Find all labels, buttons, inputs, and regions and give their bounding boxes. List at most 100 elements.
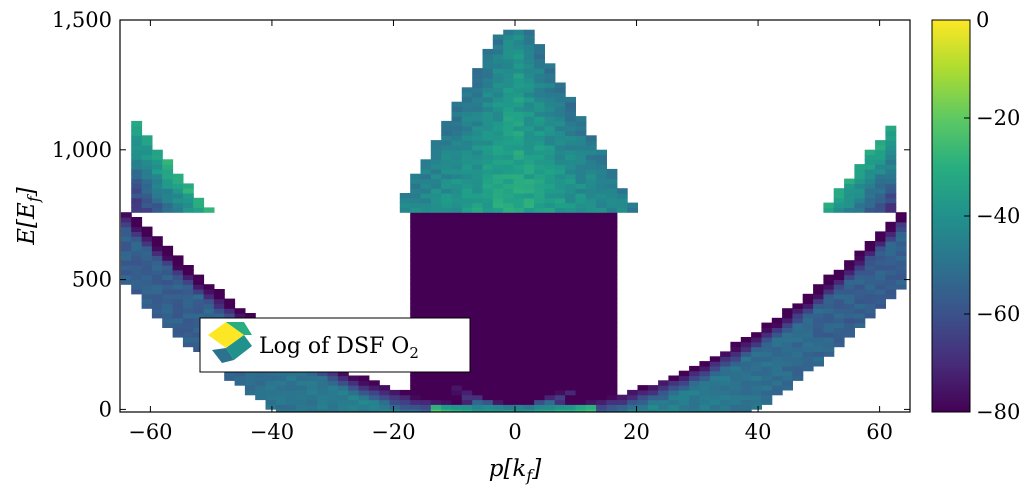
heatmap-cell (864, 303, 876, 309)
heatmap-cell (461, 265, 473, 271)
heatmap-cell (162, 279, 174, 285)
heatmap-cell (885, 265, 897, 271)
heatmap-cell (523, 63, 535, 69)
heatmap-cell (771, 389, 783, 396)
heatmap-cell (451, 193, 463, 199)
heatmap-cell (534, 274, 545, 280)
heatmap-cell (296, 394, 308, 401)
heatmap-cell (565, 385, 576, 391)
heatmap-cell (606, 193, 618, 199)
heatmap-cell (492, 188, 504, 194)
heatmap-cell (337, 389, 349, 396)
heatmap-cell (503, 34, 515, 40)
heatmap-cell (534, 289, 545, 295)
heatmap-cell (472, 221, 484, 228)
heatmap-cell (554, 197, 566, 204)
heatmap-cell (131, 265, 143, 271)
heatmap-cell (792, 356, 804, 362)
heatmap-cell (430, 385, 442, 391)
heatmap-cell (482, 202, 494, 208)
heatmap-cell (441, 265, 453, 271)
heatmap-cell (565, 284, 576, 290)
heatmap-cell (554, 202, 566, 208)
heatmap-cell (523, 341, 535, 348)
heatmap-cell (523, 356, 535, 362)
heatmap-cell (565, 183, 576, 189)
heatmap-cell (823, 313, 835, 319)
heatmap-cell (430, 298, 442, 304)
heatmap-cell (513, 322, 525, 328)
heatmap-cell (585, 164, 597, 170)
heatmap-cell (513, 72, 525, 79)
heatmap-cell (575, 303, 587, 309)
heatmap-cell (844, 327, 855, 333)
heatmap-cell (203, 284, 215, 290)
heatmap-cell (461, 212, 473, 218)
heatmap-cell (503, 149, 515, 156)
heatmap-cell (131, 140, 143, 146)
heatmap-cell (513, 337, 525, 343)
heatmap-cell (492, 361, 504, 367)
heatmap-cell (895, 274, 907, 280)
heatmap-cell (131, 269, 143, 276)
heatmap-cell (668, 399, 680, 405)
heatmap-cell (709, 375, 721, 381)
heatmap-cell (544, 231, 556, 237)
heatmap-cell (534, 404, 545, 410)
heatmap-cell (492, 365, 504, 372)
heatmap-cell (131, 217, 143, 223)
heatmap-cell (544, 409, 556, 412)
heatmap-cell (596, 149, 607, 156)
heatmap-cell (172, 260, 184, 266)
heatmap-cell (410, 404, 422, 410)
heatmap-cell (399, 394, 411, 401)
heatmap-cell (616, 207, 628, 213)
heatmap-cell (575, 212, 587, 218)
heatmap-cell (151, 241, 163, 247)
heatmap-cell (544, 159, 556, 165)
heatmap-cell (854, 164, 866, 170)
heatmap-cell (141, 284, 153, 290)
heatmap-cell (534, 313, 545, 319)
heatmap-cell (534, 96, 545, 103)
heatmap-cell (565, 226, 576, 232)
heatmap-cell (895, 217, 907, 223)
heatmap-cell (523, 212, 535, 218)
heatmap-cell (606, 370, 618, 377)
heatmap-cell (503, 394, 515, 401)
heatmap-cell (503, 375, 515, 381)
heatmap-cell (472, 370, 484, 377)
heatmap-cell (492, 380, 504, 386)
heatmap-cell (162, 265, 174, 271)
heatmap-cell (575, 332, 587, 338)
heatmap-cell (658, 394, 669, 401)
heatmap-cell (182, 193, 194, 199)
heatmap-cell (813, 332, 824, 338)
heatmap-cell (544, 380, 556, 386)
heatmap-cell (740, 337, 752, 343)
heatmap-cell (792, 332, 804, 338)
heatmap-cell (492, 125, 504, 132)
heatmap-cell (430, 207, 442, 213)
heatmap-cell (255, 380, 267, 386)
heatmap-cell (802, 317, 814, 324)
heatmap-cell (875, 269, 886, 276)
heatmap-cell (358, 394, 370, 401)
heatmap-cell (534, 120, 545, 127)
heatmap-cell (678, 385, 690, 391)
heatmap-cell (461, 168, 473, 175)
heatmap-cell (678, 404, 690, 410)
heatmap-cell (565, 159, 576, 165)
heatmap-cell (771, 356, 783, 362)
heatmap-cell (534, 130, 545, 136)
heatmap-cell (503, 361, 515, 367)
heatmap-cell (534, 173, 545, 180)
heatmap-cell (606, 303, 618, 309)
heatmap-cell (534, 293, 545, 300)
heatmap-cell (740, 404, 752, 410)
heatmap-cell (534, 317, 545, 324)
heatmap-cell (131, 125, 143, 132)
heatmap-cell (193, 332, 205, 338)
heatmap-cell (482, 385, 494, 391)
heatmap-cell (162, 197, 174, 204)
